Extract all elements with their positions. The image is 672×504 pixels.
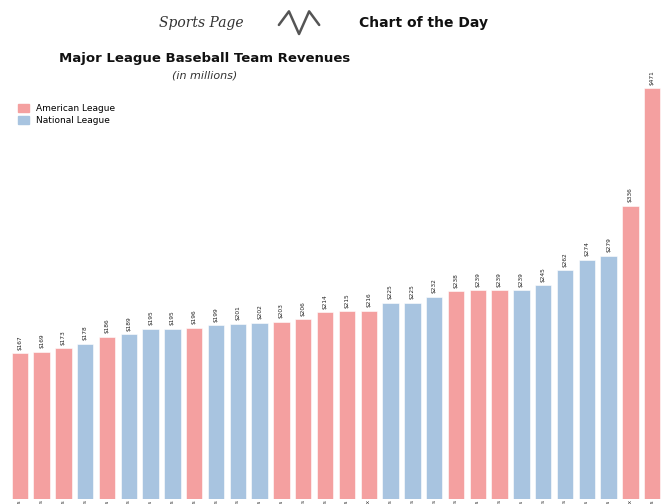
Text: $206: $206 xyxy=(301,301,306,316)
Text: $274: $274 xyxy=(584,241,589,257)
Text: Chart of the Day: Chart of the Day xyxy=(359,16,488,30)
Text: $214: $214 xyxy=(323,294,327,309)
Text: $167: $167 xyxy=(17,335,22,350)
Text: $216: $216 xyxy=(366,292,371,307)
Text: $215: $215 xyxy=(345,293,349,308)
Bar xyxy=(142,329,159,499)
Text: $186: $186 xyxy=(105,319,110,333)
Bar xyxy=(295,319,311,499)
Bar xyxy=(34,352,50,499)
Text: $195: $195 xyxy=(170,310,175,326)
Bar xyxy=(382,303,398,499)
Text: $196: $196 xyxy=(192,310,197,325)
Bar xyxy=(470,290,486,499)
Bar xyxy=(11,353,28,499)
Text: $202: $202 xyxy=(257,304,262,319)
Text: $199: $199 xyxy=(214,307,218,322)
Text: $195: $195 xyxy=(148,310,153,326)
Bar xyxy=(491,290,508,499)
Bar xyxy=(251,323,268,499)
Bar xyxy=(644,88,661,499)
Bar xyxy=(77,344,93,499)
Text: $189: $189 xyxy=(126,316,131,331)
Text: $239: $239 xyxy=(497,272,502,287)
Text: $279: $279 xyxy=(606,237,611,252)
Text: $173: $173 xyxy=(61,330,66,345)
Bar xyxy=(99,337,115,499)
Text: $201: $201 xyxy=(235,305,241,320)
Text: $471: $471 xyxy=(650,70,655,85)
Text: $245: $245 xyxy=(541,267,546,282)
Bar xyxy=(361,310,377,499)
Text: Sports Page: Sports Page xyxy=(159,16,244,30)
Text: $238: $238 xyxy=(454,273,458,288)
Bar xyxy=(513,290,530,499)
Text: $225: $225 xyxy=(388,284,393,299)
Bar xyxy=(339,311,355,499)
Text: $239: $239 xyxy=(519,272,524,287)
Bar xyxy=(404,303,421,499)
Bar xyxy=(622,206,638,499)
Bar xyxy=(600,256,617,499)
Bar xyxy=(55,348,72,499)
Text: $232: $232 xyxy=(431,278,437,293)
Bar xyxy=(186,328,202,499)
Bar xyxy=(448,291,464,499)
Bar xyxy=(274,322,290,499)
Bar xyxy=(230,324,246,499)
Text: $178: $178 xyxy=(83,326,88,340)
Text: $262: $262 xyxy=(562,252,567,267)
Bar xyxy=(121,334,137,499)
Bar xyxy=(317,312,333,499)
Bar xyxy=(535,285,551,499)
Text: (in millions): (in millions) xyxy=(171,71,237,80)
Text: $169: $169 xyxy=(39,334,44,348)
Bar xyxy=(557,271,573,499)
Legend: American League, National League: American League, National League xyxy=(18,104,115,125)
Bar xyxy=(164,329,181,499)
Bar xyxy=(208,326,224,499)
Bar xyxy=(426,296,442,499)
Bar xyxy=(579,260,595,499)
Text: Major League Baseball Team Revenues: Major League Baseball Team Revenues xyxy=(58,52,350,65)
Text: $225: $225 xyxy=(410,284,415,299)
Text: $203: $203 xyxy=(279,303,284,319)
Text: $336: $336 xyxy=(628,187,633,203)
Text: $239: $239 xyxy=(475,272,480,287)
